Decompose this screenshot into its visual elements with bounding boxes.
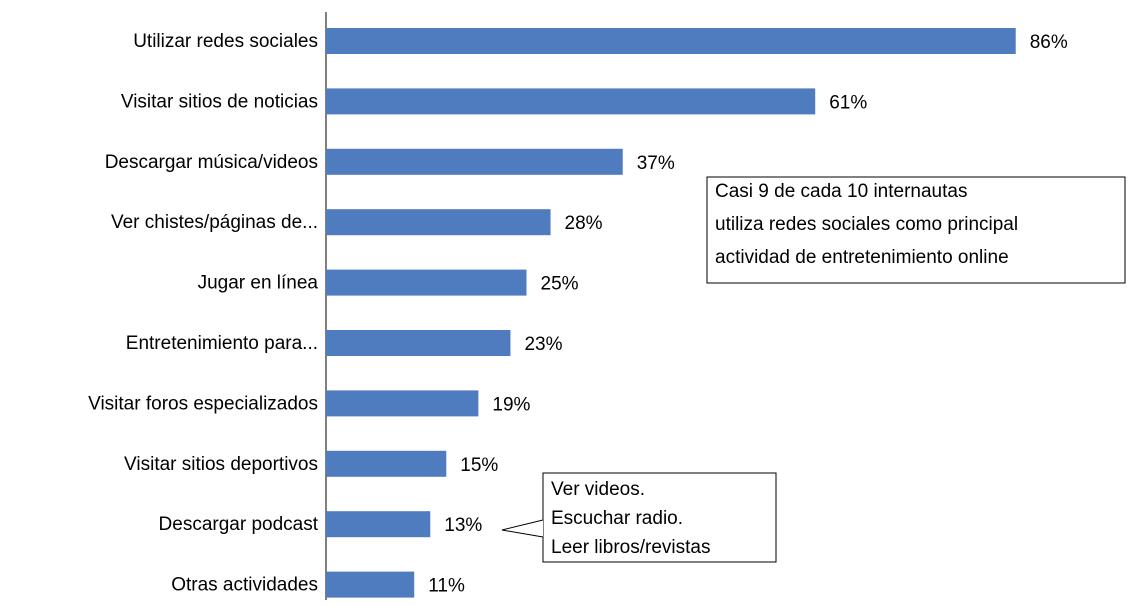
category-label: Visitar sitios de noticias [121,91,318,112]
value-label: 13% [444,515,482,536]
category-label: Ver chistes/páginas de... [111,212,318,233]
category-label: Visitar sitios deportivos [124,454,318,475]
value-label: 61% [829,92,867,113]
annotation-text: Escuchar radio. [551,508,683,529]
category-label: Utilizar redes sociales [133,31,318,52]
bar [326,88,816,115]
bar [326,209,551,236]
value-label: 15% [460,455,498,476]
bar [326,148,623,175]
bar [326,571,415,598]
value-label: 28% [565,213,603,234]
annotation-text: Casi 9 de cada 10 internautas [715,181,967,202]
value-label: 86% [1030,32,1068,53]
annotation-box [542,472,777,563]
category-label: Descargar música/videos [105,152,318,173]
category-label: Visitar foros especializados [88,393,318,414]
bar [326,390,479,417]
value-label: 25% [541,274,579,295]
annotation-box [706,176,1126,284]
value-label: 37% [637,153,675,174]
value-label: 19% [492,394,530,415]
bar [326,330,511,356]
bar [326,511,431,538]
annotation-text: Leer libros/revistas [551,537,710,558]
category-label: Jugar en línea [198,273,319,294]
bar [326,28,1016,54]
category-label: Entretenimiento para... [126,333,318,354]
annotation-text: Ver videos. [551,479,645,500]
category-label: Otras actividades [171,575,318,596]
bar [326,269,527,296]
annotation-text: utiliza redes sociales como principal [715,214,1018,235]
annotation-pointer [501,519,544,538]
value-label: 23% [524,334,562,355]
annotation-text: actividad de entretenimiento online [715,247,1009,268]
category-label: Descargar podcast [159,514,319,535]
bar [326,450,447,477]
value-label: 11% [428,576,465,597]
